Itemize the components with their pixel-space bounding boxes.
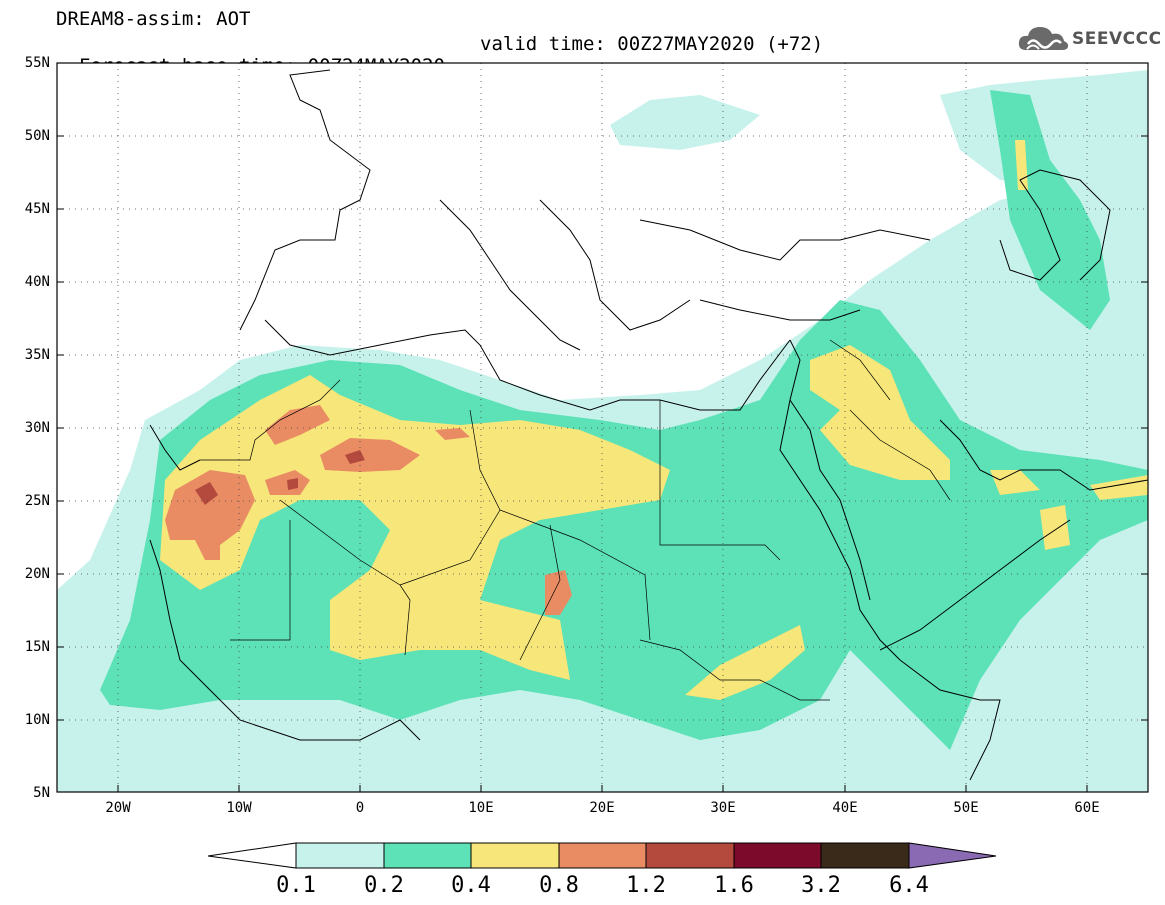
lat-label: 10N (25, 712, 50, 728)
colorbar-swatch (383, 842, 472, 869)
lat-label: 35N (25, 347, 50, 363)
lat-label: 20N (25, 566, 50, 582)
colorbar-label: 6.4 (889, 873, 929, 898)
aot-band-0.4 (160, 375, 670, 680)
coastlines (149, 69, 1149, 781)
colorbar-label: 0.1 (276, 873, 316, 898)
aot-band-0.1-caspian (940, 70, 1148, 200)
lon-label: 10E (468, 800, 493, 816)
latitude-labels: 5N 10N 15N 20N 25N 30N 35N 40N 45N 50N 5… (25, 55, 50, 801)
colorbar-label: 3.2 (801, 873, 841, 898)
map-title: DREAM8-assim: AOT (56, 8, 251, 30)
aot-band-0.1-europe (610, 95, 760, 150)
lon-label: 20E (589, 800, 614, 816)
colorbar-swatch (645, 842, 735, 869)
colorbar-label: 0.8 (539, 873, 579, 898)
country-borders (200, 339, 951, 701)
lon-label: 60E (1074, 800, 1099, 816)
aot-band-0.8 (165, 470, 255, 560)
colorbar-label: 1.6 (714, 873, 754, 898)
lon-label: 0 (356, 800, 364, 816)
lon-label: 30E (710, 800, 735, 816)
colorbar-label: 1.2 (626, 873, 666, 898)
aot-band-1.2 (195, 450, 365, 505)
colorbar-label: 0.4 (451, 873, 491, 898)
aot-band-0.8-atlas (265, 405, 330, 445)
lat-label: 15N (25, 639, 50, 655)
lon-label: 10W (226, 800, 252, 816)
seevccc-logo: SEEVCCC (1018, 22, 1161, 56)
logo-text: SEEVCCC (1072, 29, 1162, 49)
valid-time-text: valid time: 00Z27MAY2020 (+72) (480, 33, 824, 55)
lat-label: 30N (25, 420, 50, 436)
aot-band-0.4-sudan (685, 625, 805, 700)
lat-label: 45N (25, 201, 50, 217)
colorbar-low-arrow (207, 842, 297, 869)
colorbar-swatch (733, 842, 822, 869)
colorbar-swatch (470, 842, 560, 869)
axis-ticks (57, 62, 1148, 792)
aot-band-0.4-iraq (810, 345, 950, 480)
lon-label: 50E (953, 800, 978, 816)
lon-label: 20W (105, 800, 131, 816)
colorbar-swatch (820, 842, 910, 869)
lat-label: 40N (25, 274, 50, 290)
aot-field (57, 70, 1148, 792)
lon-label: 40E (832, 800, 857, 816)
colorbar-swatch (558, 842, 647, 869)
lat-label: 25N (25, 493, 50, 509)
colorbar-high-arrow (908, 842, 997, 869)
cloud-icon (1018, 27, 1069, 50)
colorbar: 0.1 0.2 0.4 0.8 1.2 1.6 3.2 6.4 (207, 842, 997, 898)
colorbar-label: 0.2 (364, 873, 404, 898)
lat-label: 55N (25, 55, 50, 71)
lat-label: 50N (25, 128, 50, 144)
colorbar-swatch (295, 842, 385, 869)
longitude-labels: 20W 10W 0 10E 20E 30E 40E 50E 60E (105, 800, 1099, 816)
lat-label: 5N (33, 785, 50, 801)
